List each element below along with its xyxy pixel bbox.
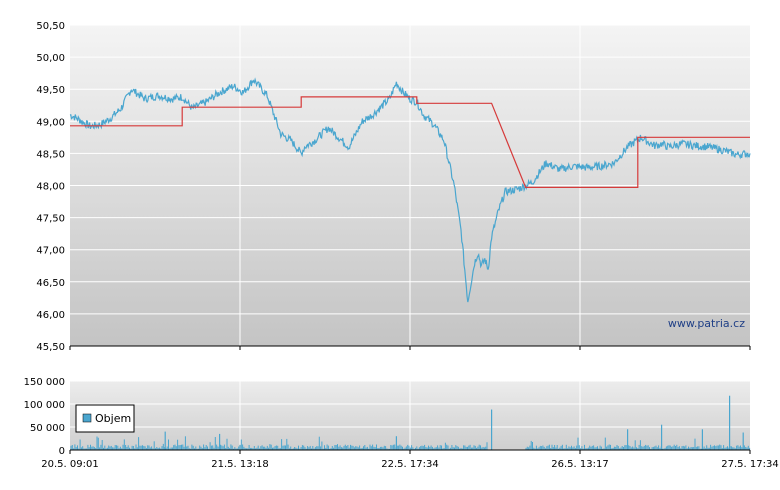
legend-label: Objem (95, 412, 131, 425)
volume-y-tick-label: 0 (59, 446, 65, 457)
price-y-tick-labels: 45,50 46,00 46,50 47,00 47,50 48,00 48,50 49,00… (36, 21, 65, 353)
price-y-tick-label: 48,00 (36, 182, 65, 193)
price-x-ticks (69, 346, 751, 350)
volume-gridlines (70, 380, 750, 450)
x-tick-label: 27.5. 17:34 (721, 459, 778, 470)
price-y-tick-label: 47,50 (36, 214, 65, 225)
price-y-tick-label: 50,00 (36, 53, 65, 64)
price-y-tick-label: 48,50 (36, 149, 65, 160)
price-series (69, 77, 751, 303)
x-tick-label: 26.5. 13:17 (551, 459, 608, 470)
price-y-tick-label: 49,00 (36, 117, 65, 128)
price-y-tick-label: 46,50 (36, 278, 65, 289)
volume-x-ticks (69, 450, 751, 454)
legend-swatch (82, 413, 92, 423)
price-gridlines (70, 24, 750, 346)
x-tick-label: 22.5. 17:34 (381, 459, 438, 470)
price-line (69, 77, 751, 303)
price-y-tick-label: 45,50 (36, 342, 65, 353)
volume-legend: Objem (75, 404, 135, 433)
price-y-tick-label: 49,50 (36, 85, 65, 96)
volume-y-tick-label: 100 000 (24, 400, 65, 411)
volume-y-tick-label: 50 000 (30, 423, 65, 434)
price-y-tick-label: 47,00 (36, 246, 65, 257)
price-y-tick-label: 46,00 (36, 310, 65, 321)
volume-bars (70, 395, 751, 450)
watermark: www.patria.cz (668, 317, 745, 330)
volume-y-tick-label: 150 000 (24, 377, 65, 388)
price-y-tick-label: 50,50 (36, 21, 65, 32)
x-tick-label: 20.5. 09:01 (41, 459, 98, 470)
x-tick-labels: 20.5. 09:01 21.5. 13:18 22.5. 17:34 26.5. 1… (41, 459, 778, 470)
volume-y-tick-labels: 0 50 000 100 000 150 000 (24, 377, 65, 457)
average-step-line (70, 96, 750, 188)
x-tick-label: 21.5. 13:18 (211, 459, 268, 470)
